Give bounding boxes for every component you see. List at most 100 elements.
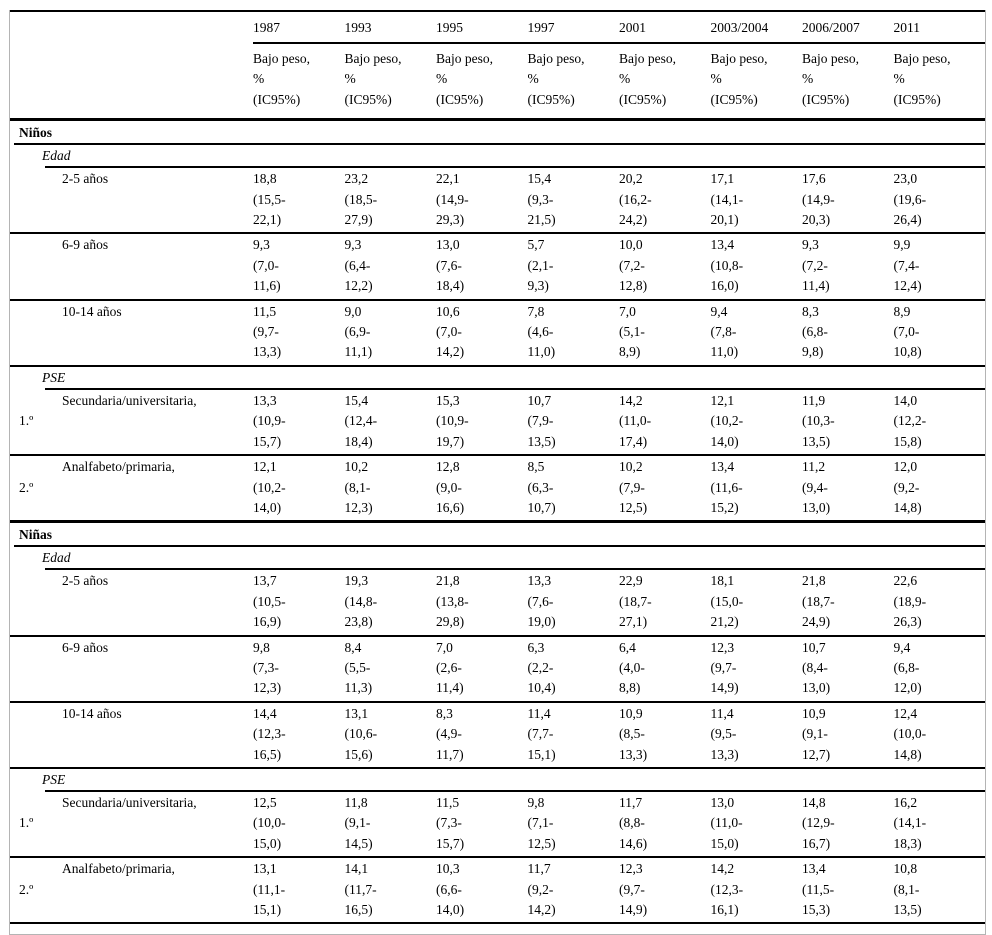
row-label-cell: 6-9 años bbox=[10, 638, 253, 658]
value-cell: 11,5 (7,3- 15,7) bbox=[436, 794, 465, 851]
table-row: 6-9 años 9,3 (7,0- 11,6) 9,3 (6,4- 12,2) 13… bbox=[10, 234, 985, 298]
value-cell: 12,8 (9,0- 16,6) bbox=[436, 459, 465, 515]
bottom-spacer bbox=[10, 924, 985, 934]
value-cell: 11,4 (7,7- 15,1) bbox=[527, 705, 556, 762]
value-cell: 13,7 (10,5- 16,9) bbox=[253, 573, 286, 630]
group-subheader-row: Edad bbox=[10, 547, 985, 568]
value-cell: 21,8 (13,8- 29,8) bbox=[436, 573, 469, 630]
value-cell: 23,0 (19,6- 26,4) bbox=[893, 171, 927, 228]
value-cell: 13,4 (11,6- 15,2) bbox=[710, 459, 743, 515]
value-cell: 17,1 (14,1- 20,1) bbox=[710, 171, 744, 228]
table-row: 10-14 años 11,5 (9,7- 13,3) 9,0 (6,9- 11,1… bbox=[10, 301, 985, 365]
value-cell: 9,4 (6,8- 12,0) bbox=[893, 639, 922, 696]
section-title: Niños bbox=[19, 125, 53, 141]
row-label: Secundaria/universitaria, bbox=[62, 392, 197, 408]
row-separator-rule bbox=[10, 454, 985, 457]
value-cell: 7,0 (2,6- 11,4) bbox=[436, 639, 464, 696]
value-cell: 9,3 (7,2- 11,4) bbox=[802, 237, 830, 294]
measure-header-cell: Bajo peso, % (IC95%) bbox=[619, 51, 676, 107]
table-row: Secundaria/universitaria, 1.º 13,3 (10,9- … bbox=[10, 390, 985, 454]
table-row: Analfabeto/primaria, 2.º 12,1 (10,2- 14,0)… bbox=[10, 456, 985, 520]
value-cell: 7,8 (4,6- 11,0) bbox=[527, 303, 556, 360]
value-cell: 8,4 (5,5- 11,3) bbox=[344, 639, 373, 696]
value-cell: 17,6 (14,9- 20,3) bbox=[802, 171, 835, 228]
section-top-rule bbox=[10, 520, 985, 524]
value-cell: 10,0 (7,2- 12,8) bbox=[619, 237, 648, 294]
value-cell: 15,3 (10,9- 19,7) bbox=[436, 392, 469, 449]
year-label: 1997 bbox=[527, 20, 555, 35]
row-label: 6-9 años bbox=[62, 237, 109, 253]
table-row: Secundaria/universitaria, 1.º 12,5 (10,0- … bbox=[10, 792, 985, 856]
value-cell: 12,1 (10,2- 14,0) bbox=[253, 459, 286, 515]
measure-header-cell: Bajo peso, % (IC95%) bbox=[253, 51, 310, 107]
value-cell: 13,4 (11,5- 15,3) bbox=[802, 861, 835, 917]
row-label: Analfabeto/primaria, bbox=[62, 459, 175, 475]
value-cell: 18,1 (15,0- 21,2) bbox=[710, 573, 744, 630]
value-cell: 12,4 (10,0- 14,8) bbox=[893, 705, 927, 762]
value-cell: 13,1 (10,6- 15,6) bbox=[344, 705, 378, 762]
value-cell: 10,3 (6,6- 14,0) bbox=[436, 861, 465, 917]
year-label: 1987 bbox=[253, 20, 280, 35]
years-underline-rule bbox=[253, 42, 985, 44]
group-underline-rule bbox=[45, 568, 985, 571]
value-cell: 16,2 (14,1- 18,3) bbox=[893, 794, 927, 851]
row-separator-rule bbox=[10, 364, 985, 367]
value-cell: 20,2 (16,2- 24,2) bbox=[619, 171, 652, 228]
section-underline-rule bbox=[14, 143, 985, 146]
row-label: 10-14 años bbox=[62, 705, 122, 721]
value-cell: 22,1 (14,9- 29,3) bbox=[436, 171, 469, 228]
year-label: 2006/2007 bbox=[802, 20, 860, 35]
value-cell: 22,6 (18,9- 26,3) bbox=[893, 573, 927, 630]
measure-header-cell: Bajo peso, % (IC95%) bbox=[527, 51, 585, 107]
value-cell: 6,3 (2,2- 10,4) bbox=[527, 639, 556, 696]
value-cell: 12,1 (10,2- 14,0) bbox=[710, 392, 744, 449]
value-cell: 8,3 (4,9- 11,7) bbox=[436, 705, 464, 762]
section-top-rule bbox=[10, 118, 985, 122]
value-cell: 12,3 (9,7- 14,9) bbox=[710, 639, 739, 696]
measure-header-row: Bajo peso, % (IC95%) Bajo peso, % (IC95%)… bbox=[10, 44, 985, 118]
value-cell: 9,0 (6,9- 11,1) bbox=[344, 303, 373, 360]
value-cell: 14,4 (12,3- 16,5) bbox=[253, 705, 286, 762]
value-cell: 8,3 (6,8- 9,8) bbox=[802, 303, 828, 360]
group-underline-rule bbox=[45, 387, 985, 390]
row-label: Secundaria/universitaria, bbox=[62, 794, 197, 810]
measure-header-cell: Bajo peso, % (IC95%) bbox=[436, 51, 493, 107]
table-row: 6-9 años 9,8 (7,3- 12,3) 8,4 (5,5- 11,3) 7,… bbox=[10, 637, 985, 701]
value-cell: 12,5 (10,0- 15,0) bbox=[253, 794, 286, 851]
value-cell: 13,1 (11,1- 15,1) bbox=[253, 861, 286, 917]
row-label: 2-5 años bbox=[62, 171, 109, 187]
value-cell: 11,4 (9,5- 13,3) bbox=[710, 705, 739, 762]
group-subheader: PSE bbox=[42, 771, 66, 787]
value-cell: 10,6 (7,0- 14,2) bbox=[436, 303, 465, 360]
document-table: 1987 1993 1995 1997 2001 2003/2004 2006/2007 20… bbox=[9, 10, 986, 935]
value-cell: 5,7 (2,1- 9,3) bbox=[527, 237, 554, 294]
row-separator-rule bbox=[10, 298, 985, 301]
table-row: 2-5 años 13,7 (10,5- 16,9) 19,3 (14,8- 23,… bbox=[10, 570, 985, 634]
group-subheader: PSE bbox=[42, 369, 66, 385]
table-row: 10-14 años 14,4 (12,3- 16,5) 13,1 (10,6- 1… bbox=[10, 703, 985, 767]
value-cell: 13,3 (10,9- 15,7) bbox=[253, 392, 286, 449]
row-label-cell: 2-5 años bbox=[10, 169, 253, 189]
group-subheader-row: PSE bbox=[10, 367, 985, 388]
value-cell: 9,3 (6,4- 12,2) bbox=[344, 237, 373, 294]
value-cell: 12,0 (9,2- 14,8) bbox=[893, 459, 922, 515]
value-cell: 15,4 (12,4- 18,4) bbox=[344, 392, 378, 449]
value-cell: 10,7 (7,9- 13,5) bbox=[527, 392, 556, 449]
value-cell: 13,4 (10,8- 16,0) bbox=[710, 237, 744, 294]
value-cell: 9,8 (7,3- 12,3) bbox=[253, 639, 282, 696]
value-cell: 14,1 (11,7- 16,5) bbox=[344, 861, 377, 917]
row-separator-rule bbox=[10, 634, 985, 637]
value-cell: 13,0 (11,0- 15,0) bbox=[710, 794, 743, 851]
row-label: Analfabeto/primaria, bbox=[62, 861, 175, 877]
row-label-ordinal: 1.º bbox=[19, 413, 34, 429]
value-cell: 11,2 (9,4- 13,0) bbox=[802, 459, 831, 515]
value-cell: 7,0 (5,1- 8,9) bbox=[619, 303, 645, 360]
value-cell: 11,7 (8,8- 14,6) bbox=[619, 794, 648, 851]
row-label-cell: 10-14 años bbox=[10, 704, 253, 724]
group-subheader-row: Edad bbox=[10, 145, 985, 166]
value-cell: 8,5 (6,3- 10,7) bbox=[527, 459, 556, 515]
row-label-cell: Analfabeto/primaria, 2.º bbox=[10, 859, 253, 900]
group-underline-rule bbox=[45, 789, 985, 792]
value-cell: 9,8 (7,1- 12,5) bbox=[527, 794, 556, 851]
value-cell: 13,0 (7,6- 18,4) bbox=[436, 237, 465, 294]
